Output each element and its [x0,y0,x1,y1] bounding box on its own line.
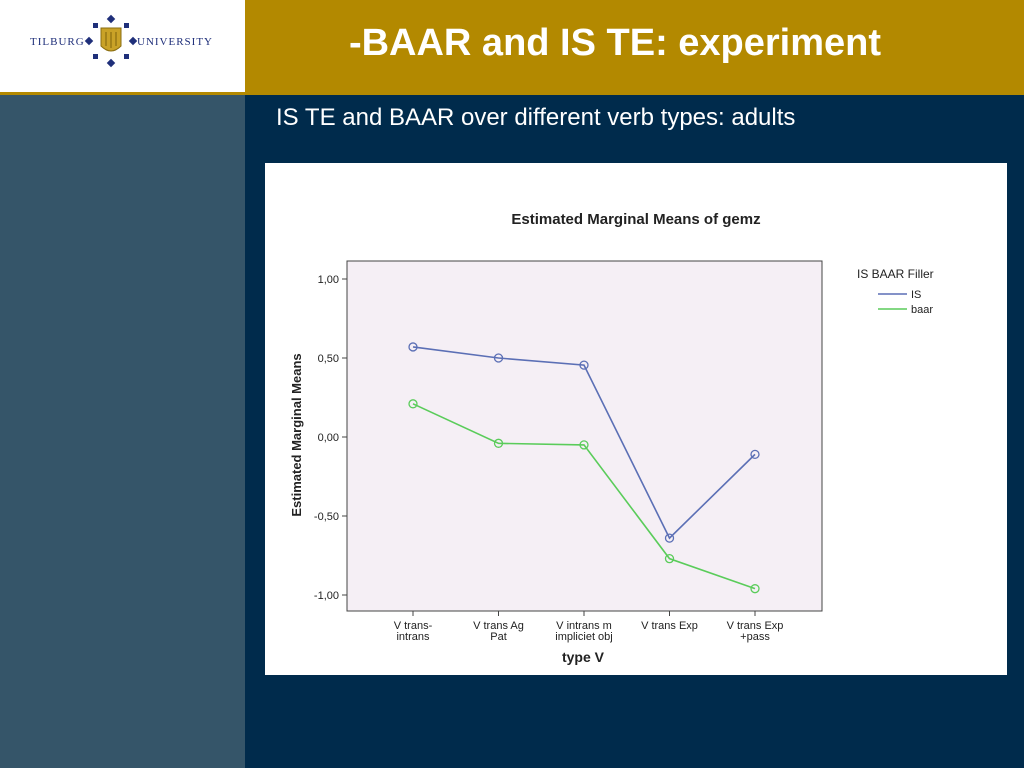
legend-label: IS [911,289,921,301]
header-divider [0,92,1024,95]
x-tick-label: V trans-intrans [394,620,433,643]
series-line-baar [412,403,756,590]
y-tick-label: 1,00 [318,274,339,286]
y-tick-label: -1,00 [314,590,339,602]
plot-area [346,260,823,612]
x-tick-label: V trans Exp [641,620,698,632]
university-crest-icon [84,14,138,68]
y-tick-label: 0,50 [318,353,339,365]
data-point-baar [750,584,760,594]
x-axis-label: type V [562,649,605,665]
chart-title: Estimated Marginal Means of gemz [511,211,760,228]
y-tick-label: -0,50 [314,511,339,523]
data-point-baar [579,440,589,450]
data-point-is [664,533,675,543]
data-point-baar [664,554,675,564]
series-layer [408,342,760,594]
logo-left-text: TILBURG [30,36,85,48]
data-point-is [493,353,504,363]
data-point-is [579,360,589,370]
header-bar: -BAAR and IS TE: experiment [245,0,1024,92]
logo-area: TILBURG UNIVERSITY [0,0,245,92]
y-axis-label: Estimated Marginal Means [289,353,304,516]
data-point-baar [408,399,418,409]
slide-subtitle: IS TE and BAAR over different verb types… [276,104,796,131]
data-point-is [408,342,418,352]
x-tick-label: V trans Exp +pass [727,620,784,643]
line-chart: Estimated Marginal Means of gemz 1,00 0,5… [289,211,934,665]
legend-title: IS BAAR Filler [857,267,934,281]
sidebar-panel [0,95,245,768]
y-axis: 1,00 0,50 0,00 -0,50 -1,00 [314,274,347,602]
data-point-is [750,449,760,460]
legend-label: baar [911,304,933,316]
series-line-is [412,346,756,540]
page-title: -BAAR and IS TE: experiment [348,22,882,64]
data-point-baar [493,438,504,448]
legend: IS BAAR Filler IS baar [857,267,934,316]
x-tick-label: V trans Ag Pat [473,620,524,643]
logo-right-text: UNIVERSITY [137,36,213,48]
y-tick-label: 0,00 [318,432,339,444]
chart-panel: Estimated Marginal Means of gemz 1,00 0,5… [265,163,1007,675]
x-tick-label: V intrans m impliciet obj [555,620,612,643]
